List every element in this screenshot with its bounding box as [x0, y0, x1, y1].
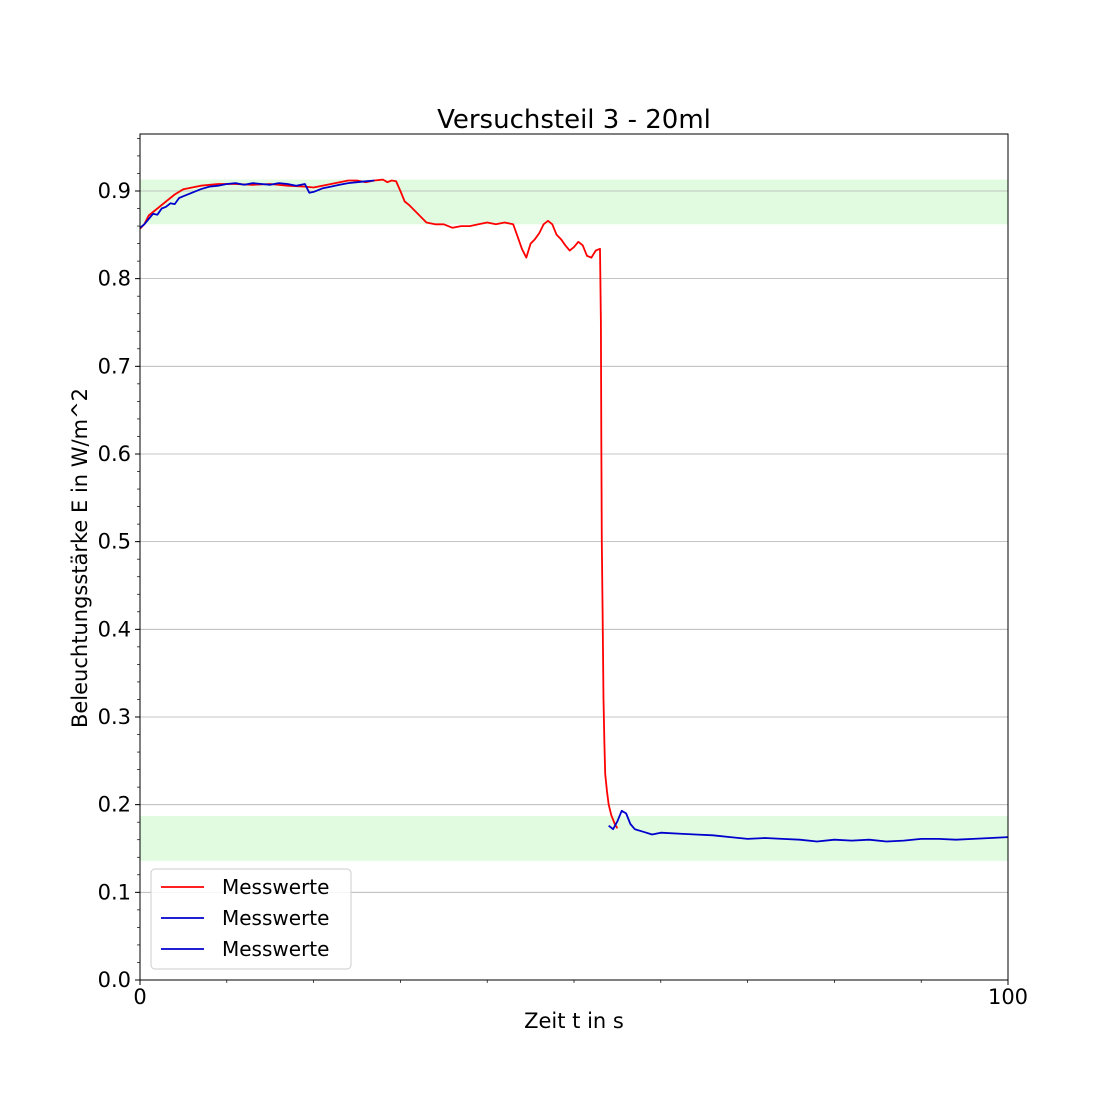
x-tick-label: 100 — [988, 985, 1028, 1009]
target-band-1 — [140, 179, 1008, 225]
y-tick-label: 0.6 — [98, 442, 131, 466]
target-bands — [140, 179, 1008, 861]
chart-title: Versuchsteil 3 - 20ml — [437, 105, 711, 135]
y-tick-label: 0.2 — [98, 793, 131, 817]
x-axis-ticks: 0 100 — [133, 980, 1028, 1009]
y-axis-label: Beleuchtungsstärke E in W/m^2 — [68, 388, 92, 728]
x-tick-label: 0 — [133, 985, 146, 1009]
y-tick-label: 0.8 — [98, 267, 131, 291]
y-axis-ticks: 0.0 0.1 0.2 0.3 0.4 0.5 0.6 0.7 0.8 0.9 — [98, 138, 140, 992]
legend-label: Messwerte — [222, 937, 329, 961]
target-band-2 — [140, 816, 1008, 861]
x-axis-label: Zeit t in s — [524, 1009, 624, 1033]
series-line-1 — [139, 178, 619, 829]
y-tick-label: 0.3 — [98, 705, 131, 729]
legend: Messwerte Messwerte Messwerte — [150, 868, 352, 970]
legend-label: Messwerte — [222, 875, 329, 899]
y-tick-label: 0.7 — [98, 354, 131, 378]
y-tick-label: 0.1 — [98, 880, 131, 904]
y-tick-label: 0.4 — [98, 617, 131, 641]
legend-label: Messwerte — [222, 906, 329, 930]
series-line-2 — [139, 179, 375, 229]
legend-box — [150, 868, 352, 970]
y-tick-label: 0.5 — [98, 530, 131, 554]
gridlines — [140, 190, 1008, 893]
series-line-3 — [608, 809, 1009, 843]
series-lines — [139, 178, 1009, 843]
y-tick-label: 0.0 — [98, 968, 131, 992]
y-tick-label: 0.9 — [98, 179, 131, 203]
